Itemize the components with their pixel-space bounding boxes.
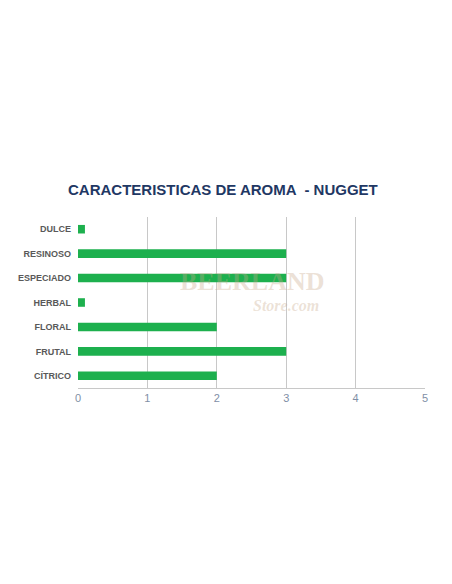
svg-text:FRUTAL: FRUTAL	[36, 347, 72, 357]
svg-text:DULCE: DULCE	[40, 224, 71, 234]
svg-text:3: 3	[283, 392, 289, 404]
svg-text:RESINOSO: RESINOSO	[23, 249, 71, 259]
svg-text:CARACTERISTICAS DE AROMA - NU: CARACTERISTICAS DE AROMA - NUGGET	[68, 181, 378, 198]
svg-text:2: 2	[214, 392, 220, 404]
svg-text:0: 0	[75, 392, 81, 404]
svg-text:4: 4	[353, 392, 359, 404]
svg-text:CÍTRICO: CÍTRICO	[34, 371, 71, 381]
svg-text:BEERLAND: BEERLAND	[180, 267, 324, 296]
svg-text:Store.com: Store.com	[253, 297, 319, 314]
svg-text:HERBAL: HERBAL	[34, 298, 72, 308]
svg-text:ESPECIADO: ESPECIADO	[18, 273, 71, 283]
svg-text:5: 5	[422, 392, 428, 404]
svg-text:FLORAL: FLORAL	[35, 322, 72, 332]
svg-text:1: 1	[144, 392, 150, 404]
